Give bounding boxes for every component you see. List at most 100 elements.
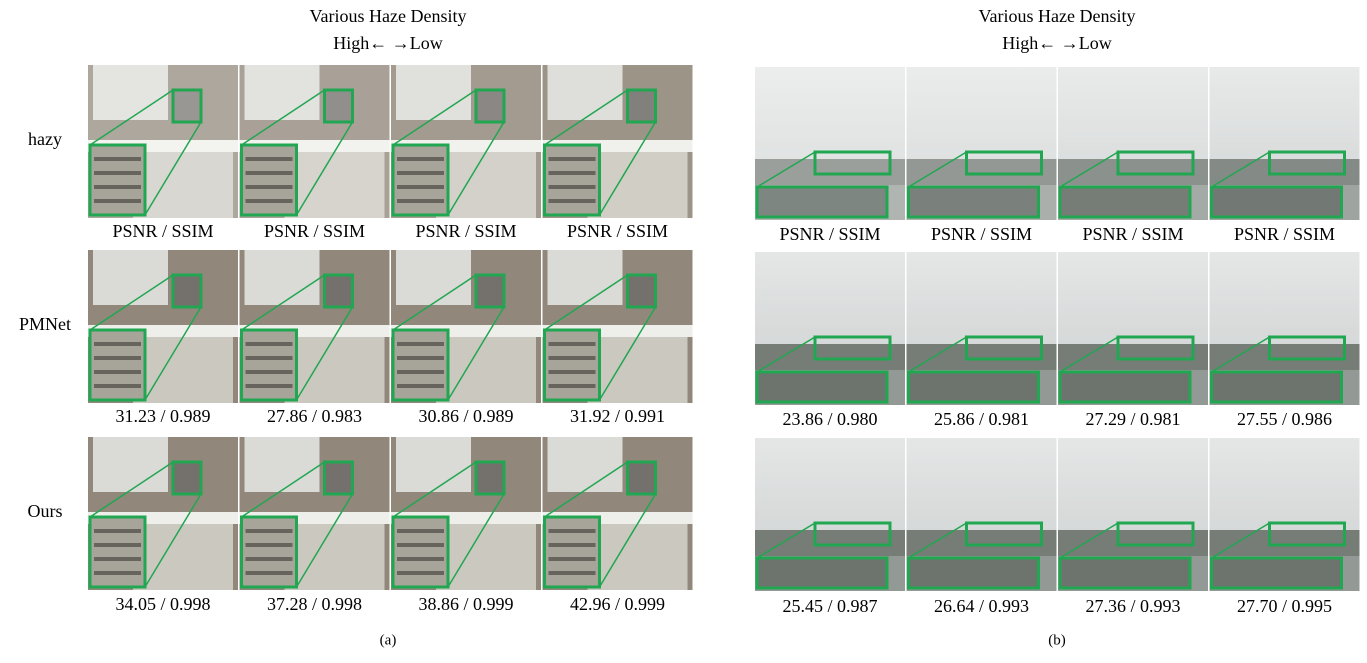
zoom-inset — [393, 145, 448, 215]
kitchen-image — [88, 65, 238, 218]
zoom-inset — [90, 330, 145, 400]
inset-stripe — [94, 529, 141, 533]
panel-title: Various Haze Density — [979, 6, 1136, 26]
metric-caption: 27.36 / 0.993 — [1085, 596, 1180, 616]
zoom-inset — [909, 187, 1039, 217]
scene-image — [755, 67, 905, 220]
zoom-inset — [1060, 558, 1190, 588]
metric-caption: 27.86 / 0.983 — [267, 406, 362, 426]
metric-caption: PSNR / SSIM — [415, 221, 516, 241]
metric-caption: PSNR / SSIM — [1234, 224, 1335, 244]
inset-stripe — [397, 557, 444, 561]
inset-stripe — [246, 370, 293, 374]
metric-caption: PSNR / SSIM — [567, 221, 668, 241]
inset-stripe — [246, 199, 293, 203]
zoom-inset — [1212, 558, 1342, 588]
zoom-inset — [757, 558, 887, 588]
metric-caption: 25.86 / 0.981 — [934, 409, 1029, 429]
inset-stripe — [94, 356, 141, 360]
metric-caption: 31.23 / 0.989 — [115, 406, 210, 426]
inset-stripe — [397, 157, 444, 161]
zoom-inset — [1060, 187, 1190, 217]
inset-stripe — [397, 185, 444, 189]
inset-stripe — [94, 557, 141, 561]
scene-image — [1210, 252, 1360, 405]
row-label: PMNet — [19, 314, 71, 334]
inset-stripe — [549, 157, 596, 161]
kitchen-image — [240, 250, 390, 403]
inset-stripe — [246, 356, 293, 360]
inset-stripe — [549, 384, 596, 388]
inset-stripe — [397, 356, 444, 360]
metric-caption: 27.55 / 0.986 — [1237, 409, 1332, 429]
scene-image — [1058, 252, 1208, 405]
inset-stripe — [549, 529, 596, 533]
inset-stripe — [246, 157, 293, 161]
zoom-inset — [909, 372, 1039, 402]
inset-stripe — [397, 529, 444, 533]
zoom-inset — [1212, 372, 1342, 402]
scene-image — [907, 67, 1057, 220]
kitchen-image — [543, 65, 693, 218]
panel-title: High← →Low — [333, 33, 443, 53]
metric-caption: PSNR / SSIM — [264, 221, 365, 241]
zoom-inset — [545, 145, 600, 215]
inset-stripe — [94, 199, 141, 203]
inset-stripe — [397, 171, 444, 175]
inset-stripe — [549, 171, 596, 175]
scene-image — [1210, 67, 1360, 220]
kitchen-image — [240, 437, 390, 590]
inset-stripe — [549, 356, 596, 360]
scene-image — [907, 438, 1057, 591]
inset-stripe — [246, 543, 293, 547]
zoom-inset — [757, 187, 887, 217]
scene-image — [755, 252, 905, 405]
kitchen-image — [391, 250, 541, 403]
kitchen-image — [240, 65, 390, 218]
inset-stripe — [94, 157, 141, 161]
inset-stripe — [397, 199, 444, 203]
metric-caption: 26.64 / 0.993 — [934, 596, 1029, 616]
zoom-inset — [242, 330, 297, 400]
metric-caption: 27.29 / 0.981 — [1085, 409, 1180, 429]
scene-image — [907, 252, 1057, 405]
panel-label: (b) — [1048, 632, 1066, 648]
inset-stripe — [246, 171, 293, 175]
inset-stripe — [549, 370, 596, 374]
zoom-inset — [90, 145, 145, 215]
figure: Various Haze DensityHigh← →LowhazyPSNR /… — [0, 0, 1367, 658]
metric-caption: 34.05 / 0.998 — [115, 594, 210, 614]
scene-image — [755, 438, 905, 591]
metric-caption: PSNR / SSIM — [931, 224, 1032, 244]
inset-stripe — [94, 171, 141, 175]
inset-stripe — [246, 571, 293, 575]
metric-caption: 31.92 / 0.991 — [570, 406, 665, 426]
inset-stripe — [246, 557, 293, 561]
inset-stripe — [549, 543, 596, 547]
metric-caption: 23.86 / 0.980 — [782, 409, 877, 429]
inset-stripe — [549, 557, 596, 561]
kitchen-image — [391, 65, 541, 218]
metric-caption: PSNR / SSIM — [1082, 224, 1183, 244]
metric-caption: PSNR / SSIM — [779, 224, 880, 244]
metric-caption: 30.86 / 0.989 — [418, 406, 513, 426]
panel-title: Various Haze Density — [310, 6, 467, 26]
inset-stripe — [549, 185, 596, 189]
zoom-inset — [393, 517, 448, 587]
scene-image — [1058, 438, 1208, 591]
inset-stripe — [94, 543, 141, 547]
zoom-inset — [757, 372, 887, 402]
row-label: Ours — [28, 501, 63, 521]
inset-stripe — [94, 571, 141, 575]
kitchen-image — [88, 250, 238, 403]
inset-stripe — [549, 342, 596, 346]
inset-stripe — [246, 529, 293, 533]
panel-title: High← →Low — [1002, 33, 1112, 53]
inset-stripe — [397, 384, 444, 388]
inset-stripe — [94, 370, 141, 374]
kitchen-image — [543, 437, 693, 590]
zoom-inset — [393, 330, 448, 400]
inset-stripe — [246, 384, 293, 388]
metric-caption: 25.45 / 0.987 — [782, 596, 877, 616]
scene-image — [1210, 438, 1360, 591]
